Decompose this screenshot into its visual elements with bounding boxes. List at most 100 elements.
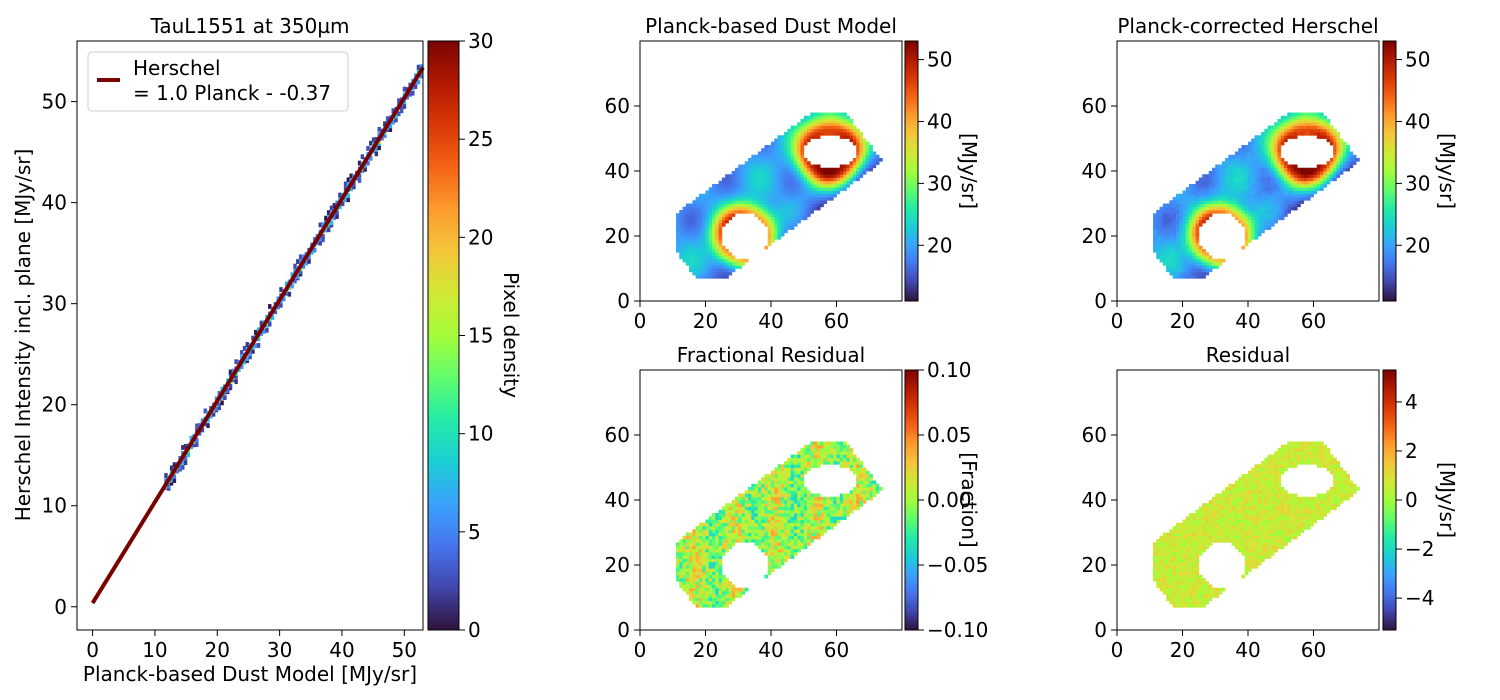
heatmap-cell	[777, 565, 782, 569]
histogram-bin	[304, 260, 308, 266]
heatmap-cell	[715, 594, 719, 598]
heatmap-cell	[1290, 190, 1295, 195]
heatmap-cell	[803, 193, 808, 198]
heatmap-cell	[839, 125, 844, 130]
heatmap-cell	[764, 151, 769, 156]
x-tick-label: 50	[392, 638, 417, 662]
heatmap-cell	[1244, 219, 1249, 224]
heatmap-cell	[803, 493, 808, 498]
heatmap-cell	[695, 571, 700, 576]
heatmap-cell	[1215, 210, 1219, 214]
heatmap-cell	[1185, 604, 1190, 608]
heatmap-cell	[774, 493, 778, 498]
heatmap-cell	[872, 161, 877, 165]
heatmap-cell	[702, 242, 706, 247]
heatmap-cell	[1251, 167, 1255, 172]
heatmap-cell	[790, 487, 795, 491]
heatmap-cell	[715, 210, 719, 214]
heatmap-cell	[1198, 206, 1203, 211]
heatmap-cell	[1231, 187, 1236, 191]
heatmap-cell	[725, 600, 729, 605]
heatmap-cell	[1185, 232, 1190, 237]
heatmap-cell	[836, 454, 841, 459]
heatmap-cell	[784, 216, 788, 221]
heatmap-cell	[725, 180, 729, 185]
heatmap-cell	[839, 457, 844, 462]
heatmap-cell	[803, 164, 808, 169]
heatmap-cell	[1162, 206, 1167, 211]
histogram-bin	[310, 249, 314, 255]
heatmap-cell	[807, 190, 811, 195]
heatmap-cell	[839, 500, 844, 504]
heatmap-cell	[793, 529, 798, 533]
heatmap-cell	[731, 213, 736, 217]
heatmap-cell	[823, 441, 828, 446]
heatmap-cell	[676, 245, 680, 250]
heatmap-cell	[1198, 275, 1203, 279]
heatmap-cell	[1202, 581, 1206, 585]
heatmap-cell	[708, 522, 713, 527]
heatmap-cell	[715, 526, 719, 530]
heatmap-cell	[718, 180, 723, 185]
heatmap-cell	[1192, 535, 1196, 540]
heatmap-cell	[757, 519, 762, 524]
histogram-bin	[377, 126, 381, 132]
heatmap-cell	[1153, 216, 1157, 221]
heatmap-cell	[843, 171, 847, 175]
heatmap-cell	[829, 451, 834, 455]
heatmap-cell	[1251, 216, 1255, 221]
heatmap-cell	[744, 513, 749, 517]
heatmap-cell	[1195, 255, 1200, 260]
heatmap-cell	[1192, 552, 1196, 556]
heatmap-cell	[859, 174, 864, 178]
histogram-bin	[366, 160, 370, 166]
heatmap-cell	[820, 529, 824, 533]
heatmap-cell	[692, 223, 697, 227]
heatmap-cell	[1189, 555, 1193, 559]
heatmap-cell	[689, 223, 693, 227]
heatmap-cell	[846, 132, 850, 136]
heatmap-cell	[705, 249, 710, 253]
heatmap-cell	[790, 474, 795, 478]
heatmap-cell	[777, 229, 782, 234]
heatmap-cell	[790, 219, 795, 224]
heatmap-cell	[787, 210, 792, 214]
heatmap-cell	[839, 122, 844, 126]
heatmap-cell	[715, 529, 719, 533]
heatmap-cell	[1153, 236, 1157, 240]
heatmap-cell	[1342, 141, 1347, 146]
heatmap-cell	[764, 532, 769, 537]
heatmap-cell	[797, 216, 801, 221]
heatmap-cell	[1179, 203, 1183, 208]
y-tick-label: 0	[617, 289, 630, 313]
histogram-bin	[391, 119, 395, 125]
heatmap-cell	[1254, 193, 1259, 198]
histogram-bin	[371, 137, 376, 143]
heatmap-cell	[790, 500, 795, 504]
heatmap-cell	[771, 187, 775, 191]
heatmap-cell	[761, 158, 765, 162]
heatmap-cell	[1169, 229, 1174, 234]
heatmap-cell	[1179, 526, 1183, 530]
heatmap-cell	[1166, 232, 1170, 237]
heatmap-cell	[748, 519, 752, 524]
heatmap-cell	[1189, 561, 1193, 566]
heatmap-cell	[1156, 542, 1160, 546]
heatmap-cell	[1156, 568, 1160, 572]
heatmap-cell	[793, 141, 798, 146]
heatmap-cell	[823, 184, 828, 188]
heatmap-cell	[1189, 600, 1193, 605]
heatmap-cell	[816, 200, 821, 204]
heatmap-cell	[695, 529, 700, 533]
heatmap-cell	[1257, 138, 1262, 143]
heatmap-cell	[1192, 213, 1196, 217]
heatmap-cell	[1244, 236, 1249, 240]
heatmap-cell	[1179, 581, 1183, 585]
heatmap-cell	[787, 461, 792, 465]
heatmap-cell	[751, 180, 756, 185]
heatmap-cell	[803, 542, 808, 546]
heatmap-cell	[1169, 200, 1174, 204]
heatmap-cell	[1346, 164, 1350, 169]
heatmap-cell	[702, 587, 706, 592]
heatmap-cell	[846, 122, 850, 126]
